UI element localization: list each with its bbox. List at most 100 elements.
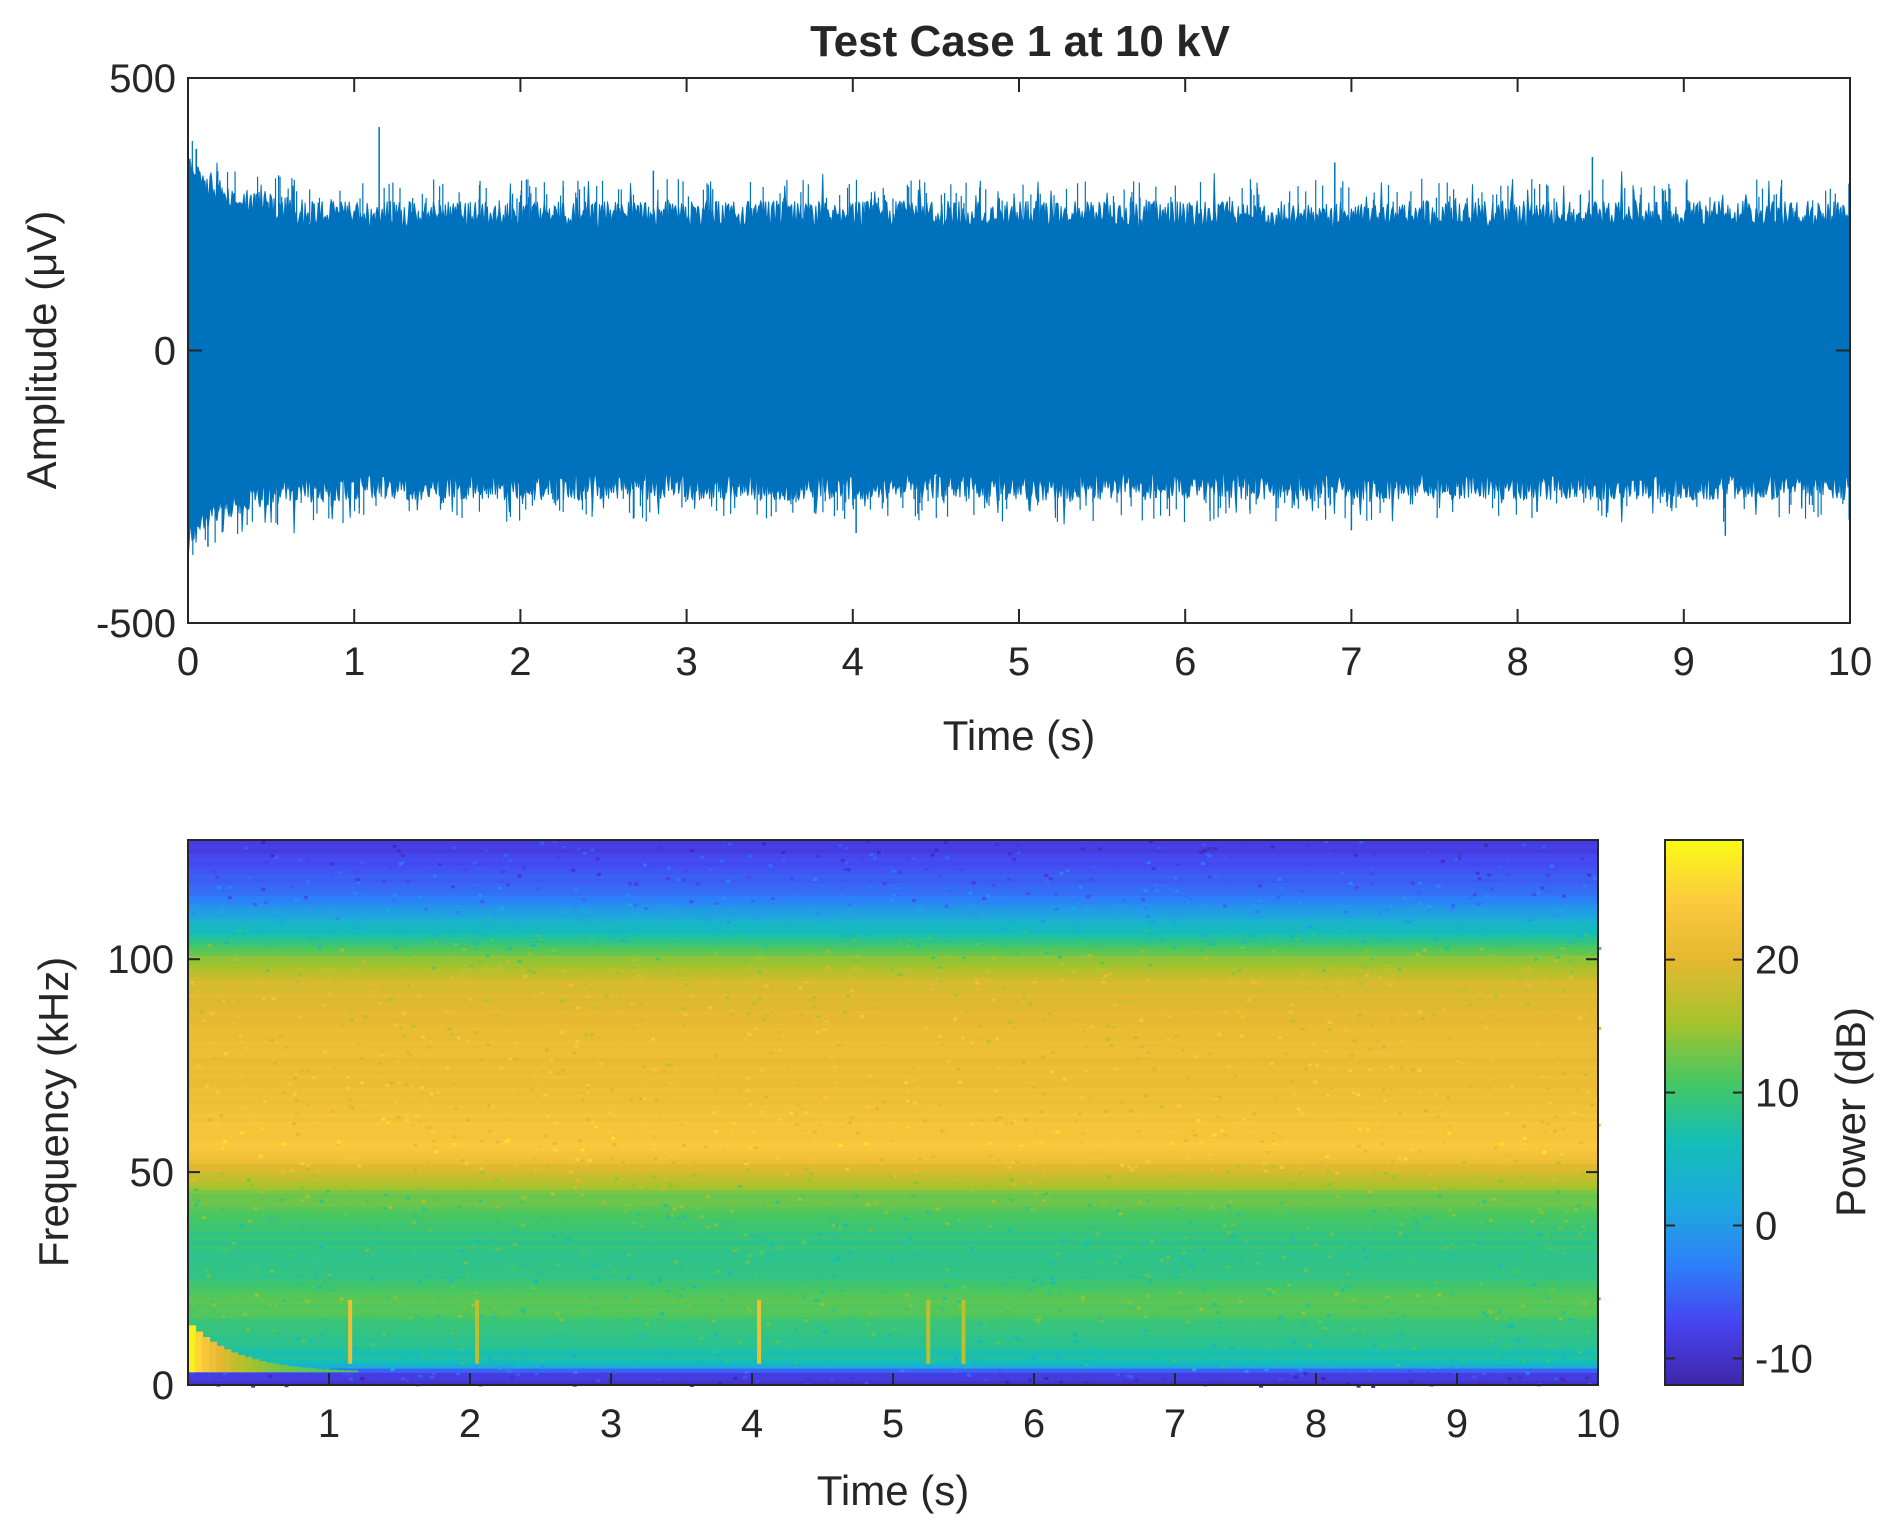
spectrogram-speckle <box>1544 1237 1549 1241</box>
spectrogram-speckle <box>1590 1103 1595 1107</box>
spectrogram-speckle <box>979 1119 984 1123</box>
spectrogram-speckle <box>761 1258 766 1262</box>
spectrogram-speckle <box>887 1333 892 1337</box>
spectrogram-speckle <box>1544 933 1549 937</box>
spectrogram-speckle <box>1045 984 1050 988</box>
spectrogram-speckle <box>1139 1137 1144 1141</box>
spectrogram-speckle <box>312 1123 317 1127</box>
spectrogram-speckle <box>1380 1142 1385 1146</box>
spectrogram-speckle <box>1277 877 1282 881</box>
spectrogram-speckle <box>1277 1317 1282 1321</box>
spectrogram-speckle <box>1195 1010 1200 1014</box>
spectrogram-speckle <box>1499 1142 1504 1146</box>
spectrogram-speckle <box>221 1315 226 1319</box>
spectrogram-speckle <box>697 1290 702 1294</box>
spectrogram-speckle <box>523 1353 528 1357</box>
spectrogram-speckle <box>1484 1168 1489 1172</box>
spectrogram-speckle <box>631 1221 636 1225</box>
spectrogram-speckle <box>615 971 620 975</box>
spectrogram-speckle <box>1385 1300 1390 1304</box>
spectrogram-y-axis-label: Frequency (kHz) <box>30 957 77 1267</box>
spectrogram-speckle <box>1368 868 1373 872</box>
spectrogram-speckle <box>531 943 536 947</box>
spectrogram-speckle <box>1273 1142 1278 1146</box>
spectrogram-speckle <box>943 939 948 943</box>
spectrogram-speckle <box>267 1304 272 1308</box>
spectrogram-speckle <box>1007 1165 1012 1169</box>
spectrogram-speckle <box>240 1083 245 1087</box>
spectrogram-speckle <box>995 1341 1000 1345</box>
spectrogram-speckle <box>670 1213 675 1217</box>
spectrogram-speckle <box>1151 867 1156 871</box>
spectrogram-speckle <box>222 1248 227 1252</box>
spectrogram-speckle <box>662 1069 667 1073</box>
spectrogram-speckle <box>487 1009 492 1013</box>
spectrogram-speckle <box>1326 1168 1331 1172</box>
spectrogram-speckle <box>1461 1061 1466 1065</box>
spectrogram-band <box>188 1086 1598 1092</box>
spectrogram-speckle <box>419 1187 424 1191</box>
spectrogram-speckle <box>453 1081 458 1085</box>
spectrogram-speckle <box>1478 1015 1483 1019</box>
spectrogram-band <box>188 937 1598 943</box>
spectrogram-speckle <box>281 854 286 858</box>
spectrogram-speckle <box>1031 1162 1036 1166</box>
spectrogram-band <box>188 946 1598 952</box>
spectrogram-speckle <box>1137 1156 1142 1160</box>
spectrogram-speckle <box>890 1259 895 1263</box>
spectrogram-speckle <box>702 1064 707 1068</box>
spectrogram-speckle <box>1363 1247 1368 1251</box>
spectrogram-speckle <box>1363 1149 1368 1153</box>
spectrogram-speckle <box>705 1225 710 1229</box>
spectrogram-band <box>188 1287 1598 1292</box>
spectrogram-speckle <box>835 1138 840 1142</box>
spectrogram-speckle <box>775 1340 780 1344</box>
spectrogram-speckle <box>743 1233 748 1237</box>
spectrogram-speckle <box>626 1203 631 1207</box>
spectrogram-speckle <box>521 1196 526 1200</box>
spectrogram-speckle <box>1157 846 1162 850</box>
spectrogram-speckle <box>1078 1074 1083 1078</box>
spectrogram-speckle <box>1491 1197 1496 1201</box>
spectrogram-speckle <box>390 1367 395 1371</box>
spectrogram-speckle <box>665 1063 670 1067</box>
spectrogram-speckle <box>764 984 769 988</box>
spectrogram-speckle <box>1010 1160 1015 1164</box>
spectrogram-speckle <box>1074 962 1079 966</box>
spectrogram-speckle <box>631 1183 636 1187</box>
x-tick-label: 2 <box>459 1402 481 1446</box>
spectrogram-speckle <box>336 1140 341 1144</box>
spectrogram-speckle <box>575 1179 580 1183</box>
spectrogram-speckle <box>1427 904 1432 908</box>
spectrogram-speckle <box>1300 1225 1305 1229</box>
spectrogram-speckle <box>1044 951 1049 955</box>
spectrogram-speckle <box>1085 895 1090 899</box>
spectrogram-speckle <box>453 1143 458 1147</box>
spectrogram-speckle <box>468 1363 473 1367</box>
spectrogram-speckle <box>223 1371 228 1375</box>
spectrogram-speckle <box>497 886 502 890</box>
spectrogram-speckle <box>466 1131 471 1135</box>
spectrogram-speckle <box>595 857 600 861</box>
spectrogram-speckle <box>456 910 461 914</box>
spectrogram-speckle <box>427 1273 432 1277</box>
spectrogram-speckle <box>759 1068 764 1072</box>
spectrogram-speckle <box>513 1041 518 1045</box>
spectrogram-speckle <box>1267 1033 1272 1037</box>
spectrogram-speckle <box>274 1360 279 1364</box>
spectrogram-speckle <box>1232 926 1237 930</box>
spectrogram-speckle <box>808 873 813 877</box>
spectrogram-speckle <box>612 1143 617 1147</box>
spectrogram-speckle <box>1371 1384 1376 1388</box>
spectrogram-speckle <box>905 1125 910 1129</box>
spectrogram-speckle <box>1480 947 1485 951</box>
low-frequency-burst <box>329 1369 338 1373</box>
spectrogram-speckle <box>904 1293 909 1297</box>
spectrogram-speckle <box>380 1076 385 1080</box>
spectrogram-speckle <box>1066 1282 1071 1286</box>
spectrogram-speckle <box>539 991 544 995</box>
spectrogram-speckle <box>1527 1110 1532 1114</box>
spectrogram-speckle <box>820 1068 825 1072</box>
spectrogram-speckle <box>1167 1014 1172 1018</box>
spectrogram-speckle <box>1569 1198 1574 1202</box>
